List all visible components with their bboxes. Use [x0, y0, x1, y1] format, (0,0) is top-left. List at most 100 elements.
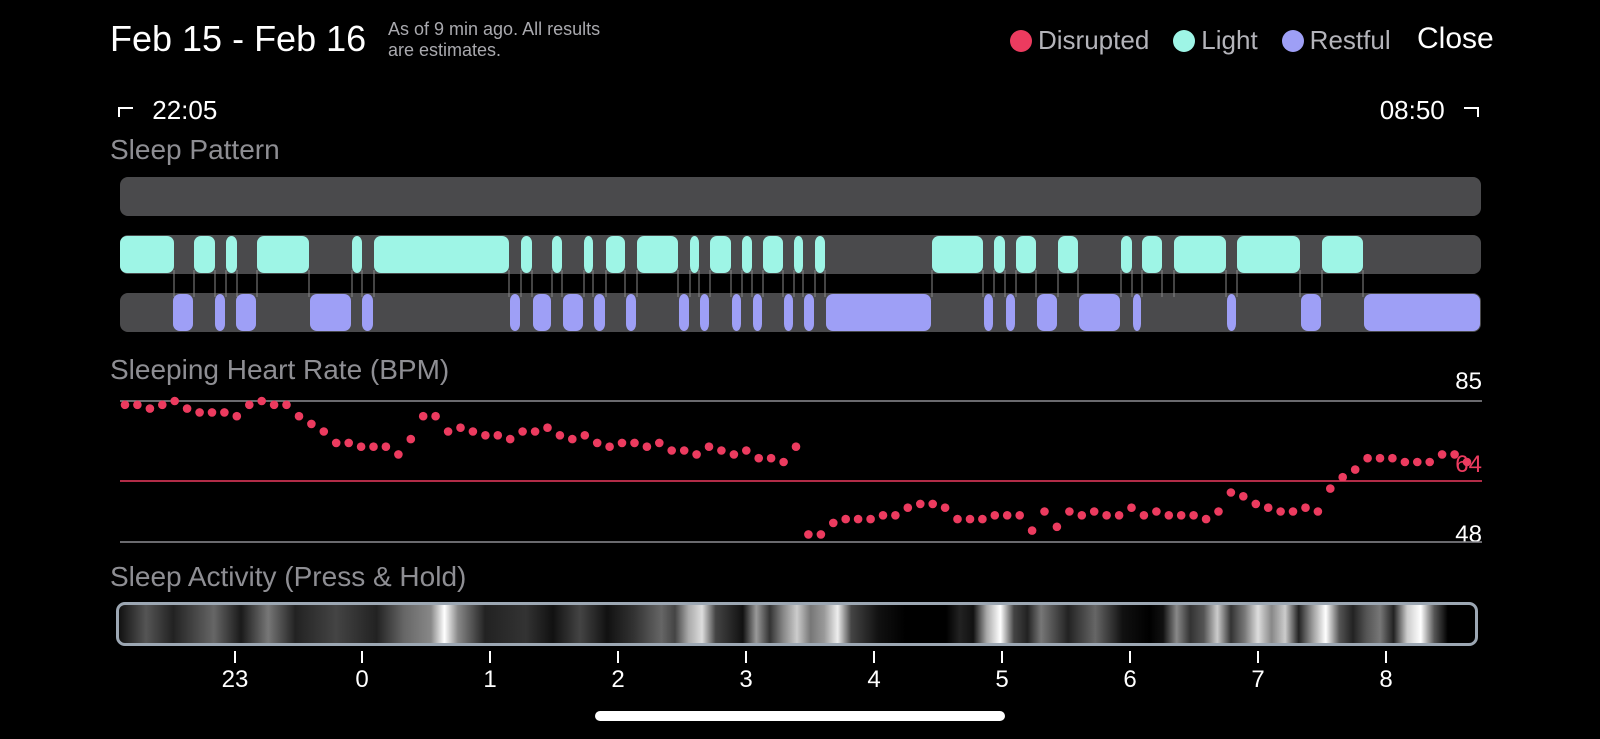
- hr-point: [978, 514, 987, 524]
- restful-segment: [626, 294, 636, 331]
- hr-point: [1114, 511, 1124, 520]
- hr-point: [1338, 472, 1347, 482]
- hr-point: [369, 442, 378, 452]
- page-title: Feb 15 - Feb 16: [110, 18, 367, 59]
- hr-point: [1164, 511, 1174, 520]
- hr-min-label: 48: [1455, 521, 1482, 548]
- hr-point: [406, 434, 416, 444]
- hour-tick-mark: [1257, 651, 1259, 663]
- end-time-label: 08:50: [1379, 95, 1445, 125]
- light-segment: [257, 236, 309, 273]
- hr-point: [1127, 503, 1136, 512]
- hour-tick-mark: [234, 651, 236, 663]
- hr-point: [1089, 507, 1099, 516]
- hour-tick-mark: [489, 651, 491, 663]
- restful-segment: [784, 294, 793, 331]
- hr-point: [1276, 507, 1285, 516]
- hr-point: [990, 511, 1000, 520]
- hr-points: [120, 396, 1472, 539]
- hr-point: [592, 438, 602, 448]
- light-segment: [226, 236, 237, 273]
- light-segment: [521, 236, 532, 273]
- hr-point: [841, 514, 850, 524]
- start-time: 22:05: [117, 95, 217, 126]
- hr-point: [1301, 503, 1310, 512]
- hr-point: [456, 423, 465, 433]
- hr-point: [791, 442, 801, 452]
- bracket-left-icon: [118, 107, 133, 118]
- light-segment: [763, 236, 783, 273]
- hr-point: [1040, 507, 1049, 516]
- hr-point: [481, 431, 490, 440]
- hr-point: [1189, 511, 1198, 520]
- hr-point: [779, 457, 788, 467]
- hr-point: [257, 396, 267, 406]
- hr-point: [294, 411, 304, 421]
- hr-point: [605, 442, 614, 452]
- hr-point: [1437, 450, 1447, 459]
- restful-segment: [753, 294, 762, 331]
- hr-point: [431, 411, 440, 421]
- disrupted-dot-icon: [1010, 29, 1032, 52]
- hr-point: [667, 446, 676, 455]
- hr-point: [692, 450, 701, 459]
- restful-segment: [563, 294, 583, 331]
- stage-connectors: [173, 270, 1364, 297]
- hr-point: [704, 442, 714, 452]
- legend-disrupted: Disrupted: [1010, 25, 1149, 56]
- hour-tick-label: 23: [221, 666, 249, 693]
- light-segment: [1237, 236, 1300, 273]
- hr-point: [940, 503, 950, 512]
- hr-point: [468, 427, 478, 436]
- hr-point: [816, 530, 826, 539]
- restful-segment: [594, 294, 605, 331]
- close-button[interactable]: Close: [1417, 22, 1494, 55]
- hour-tick-mark: [617, 651, 619, 663]
- light-segment: [194, 236, 215, 273]
- restful-segment: [679, 294, 689, 331]
- hr-point: [1176, 511, 1186, 520]
- hour-tick-mark: [873, 651, 875, 663]
- restful-segment: [173, 294, 193, 331]
- estimate-note: As of 9 min ago. All results are estimat…: [388, 19, 678, 61]
- bracket-right-icon: [1464, 107, 1479, 118]
- light-segment: [584, 236, 593, 273]
- hour-tick-label: 6: [1123, 666, 1137, 693]
- hr-point: [170, 396, 179, 406]
- legend-label: Light: [1201, 25, 1258, 55]
- legend: Disrupted Light Restful: [1010, 25, 1415, 56]
- light-segment: [637, 236, 678, 273]
- hr-point: [133, 400, 142, 410]
- hr-point: [568, 434, 577, 444]
- hr-point: [1002, 511, 1012, 520]
- hour-tick-mark: [361, 651, 363, 663]
- hour-tick-label: 3: [739, 666, 753, 693]
- restful-segment: [1133, 294, 1141, 331]
- restful-segment: [236, 294, 256, 331]
- sleep-activity-bar[interactable]: [116, 602, 1478, 646]
- light-dot-icon: [1173, 29, 1196, 52]
- hr-point: [381, 442, 391, 452]
- light-segment: [932, 236, 983, 273]
- light-segment: [1121, 236, 1132, 273]
- light-segment: [1016, 236, 1036, 273]
- hr-point: [269, 400, 279, 410]
- light-segment: [374, 236, 509, 273]
- home-indicator[interactable]: [595, 711, 1005, 721]
- hour-tick-label: 8: [1379, 666, 1393, 693]
- hr-point: [356, 442, 366, 452]
- hr-point: [655, 438, 664, 448]
- hr-point: [916, 499, 925, 509]
- restful-segment: [1364, 294, 1480, 331]
- hr-point: [1375, 453, 1385, 463]
- restful-segment: [1037, 294, 1057, 331]
- hr-point: [443, 427, 453, 436]
- hr-point: [1015, 511, 1024, 520]
- light-segments: [120, 236, 1363, 273]
- hr-point: [965, 514, 975, 524]
- legend-label: Disrupted: [1038, 25, 1150, 55]
- hour-tick-label: 1: [483, 666, 497, 693]
- hr-point: [530, 427, 540, 436]
